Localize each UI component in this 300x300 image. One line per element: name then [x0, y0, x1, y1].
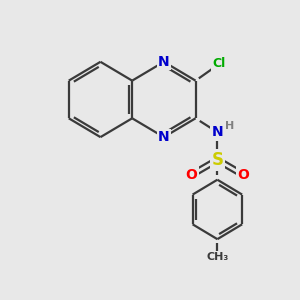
Text: H: H [225, 121, 234, 131]
Text: O: O [186, 168, 197, 182]
Text: Cl: Cl [213, 57, 226, 70]
Text: S: S [212, 151, 224, 169]
Text: N: N [212, 125, 223, 139]
Text: O: O [237, 168, 249, 182]
Text: CH₃: CH₃ [206, 252, 229, 262]
Text: N: N [158, 55, 170, 69]
Text: N: N [158, 130, 170, 144]
